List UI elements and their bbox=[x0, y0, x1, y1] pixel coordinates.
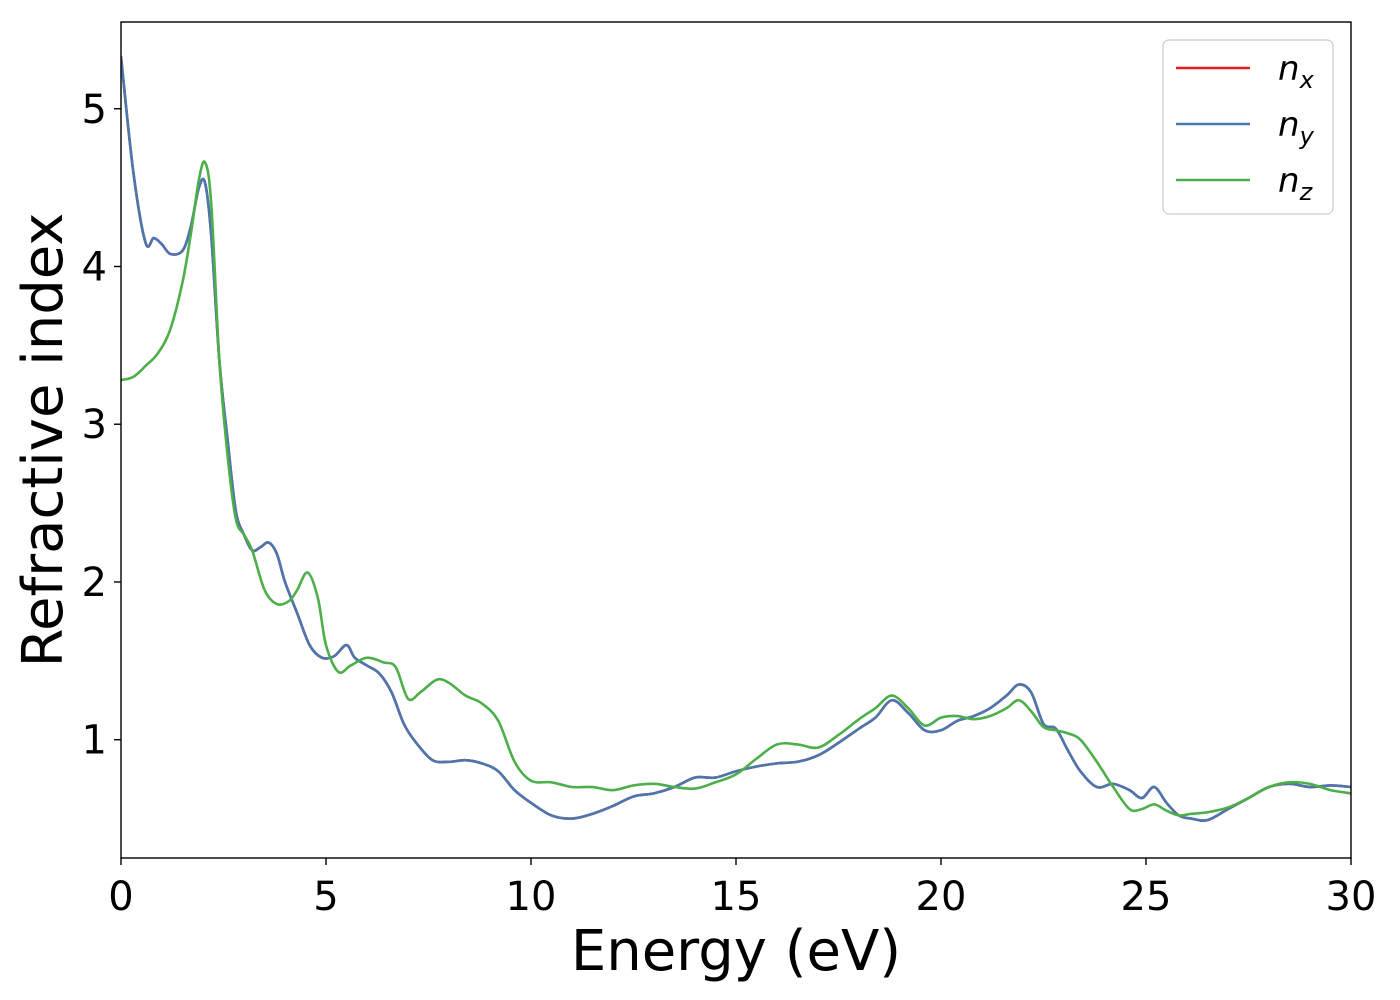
x-tick-label: 0 bbox=[108, 874, 133, 920]
legend-label-y: ny bbox=[1278, 105, 1315, 150]
series-line-z bbox=[121, 160, 1351, 817]
y-axis: 1 2 3 4 5 bbox=[82, 87, 121, 764]
y-tick-label: 1 bbox=[82, 718, 107, 764]
legend-label-x: nx bbox=[1278, 49, 1315, 94]
y-tick-label: 4 bbox=[82, 244, 107, 290]
x-tick-label: 30 bbox=[1326, 874, 1377, 920]
x-tick-label: 25 bbox=[1121, 874, 1172, 920]
y-tick-label: 3 bbox=[82, 402, 107, 448]
legend-label-z: nz bbox=[1278, 161, 1314, 206]
x-tick-label: 15 bbox=[711, 874, 762, 920]
x-axis: 0 5 10 15 20 25 30 bbox=[108, 858, 1376, 920]
y-tick-label: 5 bbox=[82, 87, 107, 133]
y-axis-title: Refractive index bbox=[11, 213, 76, 668]
y-tick-label: 2 bbox=[82, 560, 107, 606]
x-tick-label: 5 bbox=[313, 874, 338, 920]
series-layer bbox=[121, 55, 1351, 822]
x-tick-label: 20 bbox=[916, 874, 967, 920]
x-axis-title: Energy (eV) bbox=[571, 919, 901, 984]
legend: nx ny nz bbox=[1162, 39, 1334, 215]
x-tick-label: 10 bbox=[506, 874, 557, 920]
legend-box bbox=[1162, 39, 1334, 215]
